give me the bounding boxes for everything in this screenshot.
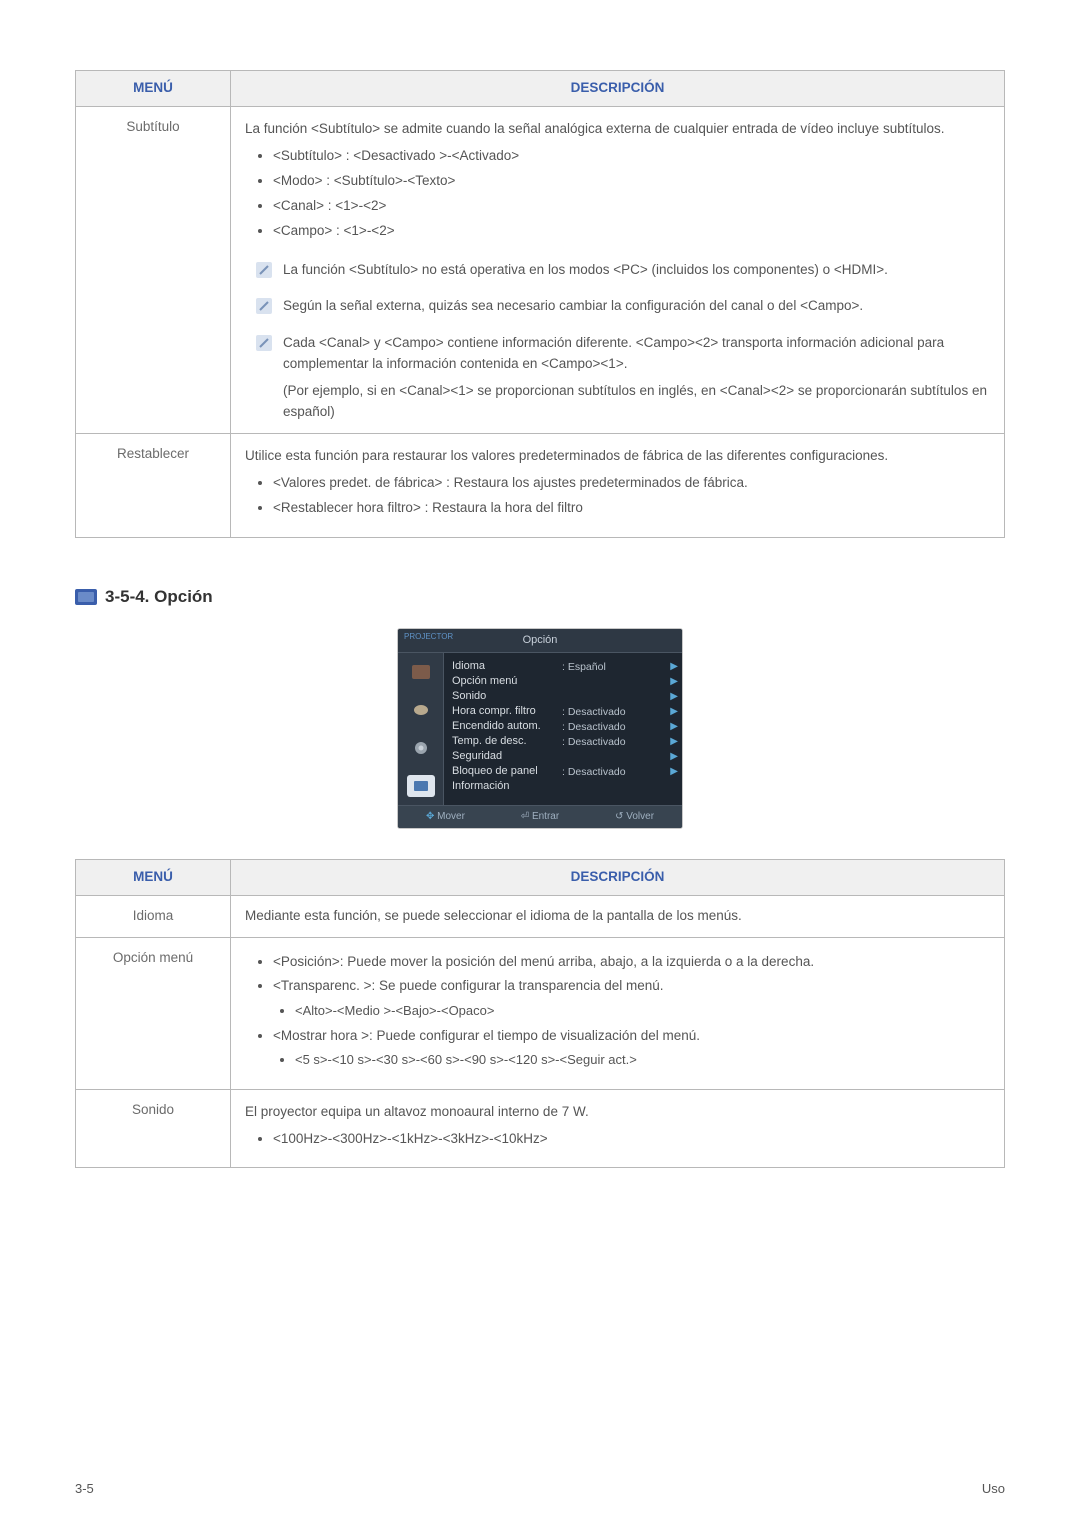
list-item: <Modo> : <Subtítulo>-<Texto> xyxy=(273,171,990,192)
list-item: <Posición>: Puede mover la posición del … xyxy=(273,952,990,973)
table-row: Opción menú <Posición>: Puede mover la p… xyxy=(76,937,1005,1089)
osd-row: Hora compr. filtro: Desactivado▶ xyxy=(452,704,678,719)
table-row: Subtítulo La función <Subtítulo> se admi… xyxy=(76,106,1005,433)
osd-row: Información xyxy=(452,779,678,794)
note-block: La función <Subtítulo> no está operativa… xyxy=(255,260,990,281)
menu-cell: Sonido xyxy=(76,1089,231,1168)
chevron-right-icon: ▶ xyxy=(668,749,678,765)
note-icon xyxy=(255,297,273,315)
osd-projector-label: PROJECTOR xyxy=(404,631,453,643)
note-icon xyxy=(255,261,273,279)
list-item: <Restablecer hora filtro> : Restaura la … xyxy=(273,498,990,519)
osd-title: Opción xyxy=(523,634,558,646)
osd-row: Opción menú▶ xyxy=(452,674,678,689)
col-header-menu: MENÚ xyxy=(76,859,231,895)
bullet-list: <100Hz>-<300Hz>-<1kHz>-<3kHz>-<10kHz> xyxy=(245,1129,990,1150)
table-row: Idioma Mediante esta función, se puede s… xyxy=(76,895,1005,937)
list-item: <Canal> : <1>-<2> xyxy=(273,196,990,217)
list-item: <Subtítulo> : <Desactivado >-<Activado> xyxy=(273,146,990,167)
osd-tab-option-icon xyxy=(407,737,435,759)
osd-foot-move: ✥ Mover xyxy=(426,809,465,825)
osd-foot-enter: ⏎ Entrar xyxy=(521,809,559,825)
note-text: Según la señal externa, quizás sea neces… xyxy=(283,296,990,317)
page-footer: 3-5 Uso xyxy=(75,1479,1005,1499)
chevron-right-icon: ▶ xyxy=(668,674,678,690)
col-header-desc: DESCRIPCIÓN xyxy=(231,71,1005,107)
table-row: Sonido El proyector equipa un altavoz mo… xyxy=(76,1089,1005,1168)
osd-row: Bloqueo de panel: Desactivado▶ xyxy=(452,764,678,779)
osd-foot-return: ↺ Volver xyxy=(615,809,654,825)
chevron-right-icon: ▶ xyxy=(668,764,678,780)
bullet-list: <Posición>: Puede mover la posición del … xyxy=(245,952,990,1071)
menu-cell: Opción menú xyxy=(76,937,231,1089)
bullet-list: <Valores predet. de fábrica> : Restaura … xyxy=(245,473,990,519)
section-title: 3-5-4. Opción xyxy=(105,584,213,610)
section-icon xyxy=(75,589,97,605)
chevron-right-icon: ▶ xyxy=(668,704,678,720)
desc-cell: Mediante esta función, se puede seleccio… xyxy=(231,895,1005,937)
list-item: <Alto>-<Medio >-<Bajo>-<Opaco> xyxy=(295,1001,990,1021)
note-text: Cada <Canal> y <Campo> contiene informac… xyxy=(283,335,944,371)
note-text: La función <Subtítulo> no está operativa… xyxy=(283,260,990,281)
intro-text: Utilice esta función para restaurar los … xyxy=(245,446,990,467)
chevron-right-icon: ▶ xyxy=(668,659,678,675)
note-icon xyxy=(255,334,273,352)
menu-cell: Restablecer xyxy=(76,434,231,538)
menu-description-table-1: MENÚ DESCRIPCIÓN Subtítulo La función <S… xyxy=(75,70,1005,538)
chevron-right-icon: ▶ xyxy=(668,719,678,735)
osd-sidebar xyxy=(398,653,444,805)
note-block: Cada <Canal> y <Campo> contiene informac… xyxy=(255,333,990,423)
note-subtext: (Por ejemplo, si en <Canal><1> se propor… xyxy=(283,381,990,423)
chevron-right-icon: ▶ xyxy=(668,689,678,705)
table-row: Restablecer Utilice esta función para re… xyxy=(76,434,1005,538)
desc-cell: El proyector equipa un altavoz monoaural… xyxy=(231,1089,1005,1168)
col-header-menu: MENÚ xyxy=(76,71,231,107)
note-block: Según la señal externa, quizás sea neces… xyxy=(255,296,990,317)
osd-row: Idioma: Español▶ xyxy=(452,659,678,674)
desc-cell: La función <Subtítulo> se admite cuando … xyxy=(231,106,1005,433)
footer-right: Uso xyxy=(982,1479,1005,1499)
osd-tab-picture-icon xyxy=(407,661,435,683)
section-header: 3-5-4. Opción xyxy=(75,584,1005,610)
bullet-list: <Subtítulo> : <Desactivado >-<Activado> … xyxy=(245,146,990,242)
col-header-desc: DESCRIPCIÓN xyxy=(231,859,1005,895)
menu-description-table-2: MENÚ DESCRIPCIÓN Idioma Mediante esta fu… xyxy=(75,859,1005,1169)
list-item: <5 s>-<10 s>-<30 s>-<60 s>-<90 s>-<120 s… xyxy=(295,1050,990,1070)
list-item: <Mostrar hora >: Puede configurar el tie… xyxy=(273,1026,990,1071)
osd-screenshot: PROJECTOR Opción Idioma: Español▶ Opción… xyxy=(75,628,1005,829)
list-item: <Transparenc. >: Se puede configurar la … xyxy=(273,976,990,1021)
intro-text: Mediante esta función, se puede seleccio… xyxy=(245,908,742,923)
intro-text: El proyector equipa un altavoz monoaural… xyxy=(245,1102,990,1123)
desc-cell: <Posición>: Puede mover la posición del … xyxy=(231,937,1005,1089)
osd-list: Idioma: Español▶ Opción menú▶ Sonido▶ Ho… xyxy=(444,653,682,805)
osd-row: Seguridad▶ xyxy=(452,749,678,764)
menu-cell: Subtítulo xyxy=(76,106,231,433)
list-item: <100Hz>-<300Hz>-<1kHz>-<3kHz>-<10kHz> xyxy=(273,1129,990,1150)
osd-footer: ✥ Mover ⏎ Entrar ↺ Volver xyxy=(398,805,682,828)
chevron-right-icon: ▶ xyxy=(668,734,678,750)
osd-row: Sonido▶ xyxy=(452,689,678,704)
osd-tab-setup-icon xyxy=(407,699,435,721)
osd-row: Encendido autom.: Desactivado▶ xyxy=(452,719,678,734)
osd-tab-info-icon xyxy=(407,775,435,797)
menu-cell: Idioma xyxy=(76,895,231,937)
list-item: <Valores predet. de fábrica> : Restaura … xyxy=(273,473,990,494)
list-item: <Campo> : <1>-<2> xyxy=(273,221,990,242)
osd-row: Temp. de desc.: Desactivado▶ xyxy=(452,734,678,749)
footer-left: 3-5 xyxy=(75,1479,94,1499)
desc-cell: Utilice esta función para restaurar los … xyxy=(231,434,1005,538)
intro-text: La función <Subtítulo> se admite cuando … xyxy=(245,119,990,140)
